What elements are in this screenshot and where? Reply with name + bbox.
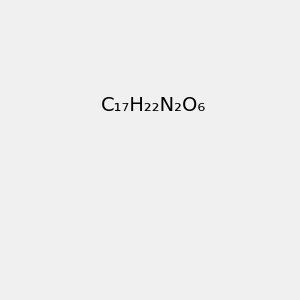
- Text: C₁₇H₂₂N₂O₆: C₁₇H₂₂N₂O₆: [101, 96, 206, 115]
